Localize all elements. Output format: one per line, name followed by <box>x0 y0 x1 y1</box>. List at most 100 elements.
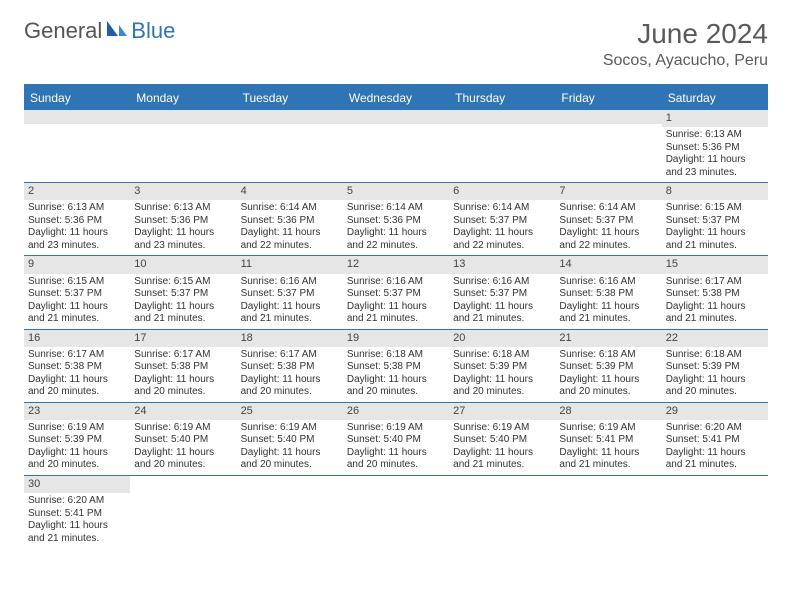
day-number: 24 <box>130 403 236 420</box>
day-number: 21 <box>555 330 661 347</box>
day-details <box>130 124 236 172</box>
day-number <box>449 110 555 124</box>
calendar-day: 29Sunrise: 6:20 AMSunset: 5:41 PMDayligh… <box>662 403 768 475</box>
day-details: Sunrise: 6:20 AMSunset: 5:41 PMDaylight:… <box>662 420 768 475</box>
calendar-day: 2Sunrise: 6:13 AMSunset: 5:36 PMDaylight… <box>24 183 130 255</box>
day-number: 22 <box>662 330 768 347</box>
calendar-day: 30Sunrise: 6:20 AMSunset: 5:41 PMDayligh… <box>24 476 130 548</box>
header: General Blue June 2024 Socos, Ayacucho, … <box>0 0 792 76</box>
calendar-empty-day <box>555 476 661 548</box>
calendar-day: 6Sunrise: 6:14 AMSunset: 5:37 PMDaylight… <box>449 183 555 255</box>
day-details: Sunrise: 6:17 AMSunset: 5:38 PMDaylight:… <box>130 347 236 402</box>
calendar-empty-day <box>130 110 236 182</box>
day-details: Sunrise: 6:19 AMSunset: 5:40 PMDaylight:… <box>343 420 449 475</box>
day-number: 11 <box>237 256 343 273</box>
calendar-day: 20Sunrise: 6:18 AMSunset: 5:39 PMDayligh… <box>449 330 555 402</box>
day-details <box>449 124 555 172</box>
calendar-day: 16Sunrise: 6:17 AMSunset: 5:38 PMDayligh… <box>24 330 130 402</box>
calendar-day: 13Sunrise: 6:16 AMSunset: 5:37 PMDayligh… <box>449 256 555 328</box>
day-details: Sunrise: 6:13 AMSunset: 5:36 PMDaylight:… <box>24 200 130 255</box>
calendar-day: 12Sunrise: 6:16 AMSunset: 5:37 PMDayligh… <box>343 256 449 328</box>
logo-text-blue: Blue <box>131 18 175 44</box>
day-number: 19 <box>343 330 449 347</box>
day-details <box>24 124 130 172</box>
calendar-day: 14Sunrise: 6:16 AMSunset: 5:38 PMDayligh… <box>555 256 661 328</box>
calendar-empty-day <box>662 476 768 548</box>
day-details: Sunrise: 6:17 AMSunset: 5:38 PMDaylight:… <box>662 274 768 329</box>
day-details <box>343 490 449 538</box>
calendar-day: 1Sunrise: 6:13 AMSunset: 5:36 PMDaylight… <box>662 110 768 182</box>
day-number: 29 <box>662 403 768 420</box>
calendar-day: 5Sunrise: 6:14 AMSunset: 5:36 PMDaylight… <box>343 183 449 255</box>
day-number: 15 <box>662 256 768 273</box>
day-details <box>449 490 555 538</box>
day-details: Sunrise: 6:16 AMSunset: 5:37 PMDaylight:… <box>343 274 449 329</box>
day-number <box>449 476 555 490</box>
day-details <box>130 490 236 538</box>
day-number <box>130 110 236 124</box>
day-number: 2 <box>24 183 130 200</box>
calendar-day: 8Sunrise: 6:15 AMSunset: 5:37 PMDaylight… <box>662 183 768 255</box>
dow-sat: Saturday <box>662 86 768 110</box>
dow-thu: Thursday <box>449 86 555 110</box>
day-details: Sunrise: 6:19 AMSunset: 5:39 PMDaylight:… <box>24 420 130 475</box>
day-number <box>237 110 343 124</box>
day-number: 17 <box>130 330 236 347</box>
day-details: Sunrise: 6:16 AMSunset: 5:37 PMDaylight:… <box>237 274 343 329</box>
day-details: Sunrise: 6:20 AMSunset: 5:41 PMDaylight:… <box>24 493 130 548</box>
dow-fri: Friday <box>555 86 661 110</box>
calendar-empty-day <box>24 110 130 182</box>
logo-sail-icon <box>106 19 128 44</box>
day-details: Sunrise: 6:14 AMSunset: 5:36 PMDaylight:… <box>343 200 449 255</box>
day-details <box>555 124 661 172</box>
day-number: 6 <box>449 183 555 200</box>
day-details: Sunrise: 6:19 AMSunset: 5:40 PMDaylight:… <box>237 420 343 475</box>
calendar-day: 4Sunrise: 6:14 AMSunset: 5:36 PMDaylight… <box>237 183 343 255</box>
day-number: 3 <box>130 183 236 200</box>
calendar-empty-day <box>343 476 449 548</box>
calendar-day: 17Sunrise: 6:17 AMSunset: 5:38 PMDayligh… <box>130 330 236 402</box>
day-details: Sunrise: 6:17 AMSunset: 5:38 PMDaylight:… <box>24 347 130 402</box>
day-details: Sunrise: 6:14 AMSunset: 5:37 PMDaylight:… <box>555 200 661 255</box>
day-number: 1 <box>662 110 768 127</box>
calendar-day: 7Sunrise: 6:14 AMSunset: 5:37 PMDaylight… <box>555 183 661 255</box>
day-number: 8 <box>662 183 768 200</box>
calendar-week: 23Sunrise: 6:19 AMSunset: 5:39 PMDayligh… <box>24 403 768 476</box>
day-details: Sunrise: 6:13 AMSunset: 5:36 PMDaylight:… <box>662 127 768 182</box>
day-details: Sunrise: 6:16 AMSunset: 5:37 PMDaylight:… <box>449 274 555 329</box>
calendar-day: 28Sunrise: 6:19 AMSunset: 5:41 PMDayligh… <box>555 403 661 475</box>
calendar-day: 25Sunrise: 6:19 AMSunset: 5:40 PMDayligh… <box>237 403 343 475</box>
day-number <box>24 110 130 124</box>
calendar-week: 9Sunrise: 6:15 AMSunset: 5:37 PMDaylight… <box>24 256 768 329</box>
day-number: 14 <box>555 256 661 273</box>
calendar-empty-day <box>237 476 343 548</box>
day-details: Sunrise: 6:15 AMSunset: 5:37 PMDaylight:… <box>130 274 236 329</box>
logo: General Blue <box>24 18 175 44</box>
day-number: 5 <box>343 183 449 200</box>
calendar-day: 3Sunrise: 6:13 AMSunset: 5:36 PMDaylight… <box>130 183 236 255</box>
calendar-day: 24Sunrise: 6:19 AMSunset: 5:40 PMDayligh… <box>130 403 236 475</box>
calendar-empty-day <box>449 476 555 548</box>
day-number <box>555 476 661 490</box>
day-details: Sunrise: 6:18 AMSunset: 5:39 PMDaylight:… <box>662 347 768 402</box>
dow-tue: Tuesday <box>237 86 343 110</box>
calendar-day: 22Sunrise: 6:18 AMSunset: 5:39 PMDayligh… <box>662 330 768 402</box>
calendar-day: 18Sunrise: 6:17 AMSunset: 5:38 PMDayligh… <box>237 330 343 402</box>
calendar: Sunday Monday Tuesday Wednesday Thursday… <box>24 84 768 548</box>
dow-sun: Sunday <box>24 86 130 110</box>
calendar-empty-day <box>237 110 343 182</box>
day-number: 10 <box>130 256 236 273</box>
day-details: Sunrise: 6:14 AMSunset: 5:37 PMDaylight:… <box>449 200 555 255</box>
day-number: 12 <box>343 256 449 273</box>
day-number: 20 <box>449 330 555 347</box>
day-number: 4 <box>237 183 343 200</box>
day-details: Sunrise: 6:16 AMSunset: 5:38 PMDaylight:… <box>555 274 661 329</box>
day-details <box>237 490 343 538</box>
day-number: 9 <box>24 256 130 273</box>
calendar-empty-day <box>343 110 449 182</box>
day-of-week-header: Sunday Monday Tuesday Wednesday Thursday… <box>24 86 768 110</box>
dow-mon: Monday <box>130 86 236 110</box>
calendar-day: 21Sunrise: 6:18 AMSunset: 5:39 PMDayligh… <box>555 330 661 402</box>
day-details: Sunrise: 6:15 AMSunset: 5:37 PMDaylight:… <box>662 200 768 255</box>
calendar-week: 30Sunrise: 6:20 AMSunset: 5:41 PMDayligh… <box>24 476 768 548</box>
